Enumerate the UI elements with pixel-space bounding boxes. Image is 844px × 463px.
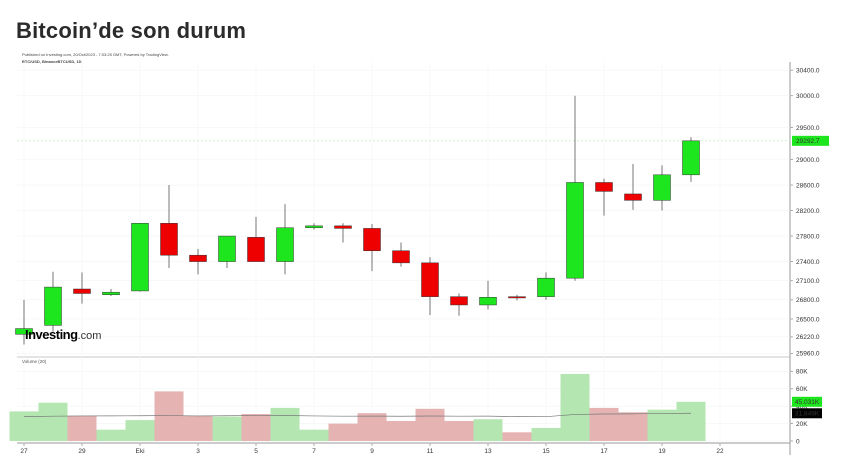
candle-body [624,193,642,201]
volume-bar [415,408,445,441]
volume-bar [241,414,271,441]
price-tick-label: 29500.0 [796,125,820,132]
price-tick-label: 26220.0 [796,334,820,341]
volume-bar [386,420,416,441]
time-tick-label: 3 [196,448,200,455]
volume-bar [473,419,503,441]
time-tick-label: 7 [312,448,316,455]
price-tick-label: 30000.0 [796,93,820,100]
volume-bar [589,407,619,441]
volume-tick-label: 20K [796,421,808,428]
candle-body [305,225,323,229]
volume-tick-label: 40K [796,403,808,410]
volume-bar [531,427,561,441]
price-tick-label: 27100.0 [796,278,820,285]
candle-body [363,228,381,251]
time-tick-label: 19 [658,448,666,455]
time-tick-label: 5 [254,448,258,455]
chart-title: Bitcoin’de son durum [16,18,247,43]
time-tick-label: 9 [370,448,374,455]
price-tick-label: 28200.0 [796,208,820,215]
candle-body [44,286,62,326]
volume-bar [502,432,532,441]
candle-body [537,277,555,297]
candle-body [566,182,584,279]
volume-bar [299,429,329,441]
volume-ma-badge [792,408,822,419]
volume-bar [212,416,242,441]
candle-body [392,250,410,264]
volume-bar [618,412,648,441]
time-tick-label: 11 [427,448,434,455]
volume-bar [444,420,474,441]
candle-body [15,328,33,335]
candle-body [131,223,149,292]
candle-body [334,225,352,229]
candle-body [102,291,120,296]
candle-body [160,223,178,256]
volume-bar [154,391,184,441]
volume-bar [676,401,706,441]
investing-logo: Investing.com [25,327,102,342]
volume-ma-line [23,412,692,418]
volume-bar [125,420,155,441]
candle-body [479,297,497,306]
candle-body [276,227,294,262]
last-volume-label: 45.031K [795,399,820,406]
price-tick-label: 27800.0 [796,233,820,240]
published-note: Published on Investing.com, 20/Oct/2023 … [22,52,169,57]
volume-bar [9,411,39,441]
volume-bar [67,415,97,441]
volume-tick-label: 80K [796,369,808,376]
candle-body [595,182,613,192]
volume-bar [328,423,358,441]
candle-body [682,140,700,176]
time-tick-label: 17 [600,448,608,455]
time-tick-label: Eki [135,448,144,455]
price-tick-label: 26800.0 [796,297,820,304]
volume-bar [270,407,300,441]
volume-label: Volume (20) [22,359,47,364]
volume-tick-label: 60K [796,386,808,393]
volume-bar [96,429,126,441]
volume-bar [560,373,590,441]
volume-tick-label: 0 [796,438,800,445]
time-tick-label: 27 [20,448,28,455]
volume-ma-label: 31.849K [795,411,820,418]
symbol-label: BTC/USD, BinanceBTCUSD, 1D [22,59,82,64]
candle-body [247,237,265,262]
price-tick-label: 27400.0 [796,259,820,266]
price-tick-label: 29000.0 [796,157,820,164]
volume-bar [357,413,387,441]
volume-bar [647,409,677,441]
candle-body [508,296,526,299]
candle-body [421,262,439,297]
candle-body [450,296,468,306]
last-price-badge [792,135,829,146]
price-tick-label: 28600.0 [796,182,820,189]
time-tick-label: 29 [78,448,86,455]
last-volume-badge [792,396,822,407]
volume-bar [183,415,213,441]
candle-body [653,174,671,201]
price-tick-label: 25960.0 [796,351,820,358]
price-tick-label: 26500.0 [796,316,820,323]
time-tick-label: 22 [716,448,724,455]
time-tick-label: 13 [484,448,492,455]
candle-body [73,288,91,294]
candle-body [189,254,207,262]
time-tick-label: 15 [542,448,550,455]
candle-body [218,235,236,262]
price-tick-label: 30400.0 [796,67,820,74]
volume-bar [38,402,68,441]
last-price-label: 29292.7 [796,138,820,145]
